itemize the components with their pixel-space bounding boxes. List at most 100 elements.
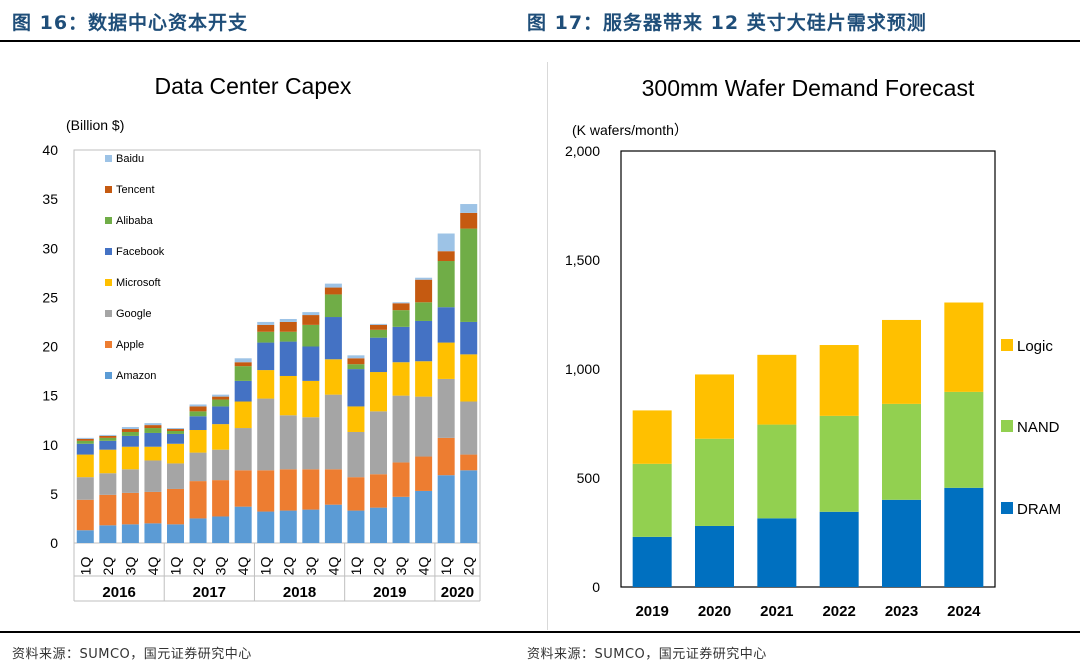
- bar-segment-alibaba: [257, 331, 275, 343]
- x-tick-label: 1Q: [348, 557, 364, 576]
- y-tick-label: 2,000: [565, 143, 600, 159]
- legend-swatch-tencent: [105, 186, 112, 193]
- bar-segment-apple: [392, 462, 410, 497]
- bar-segment-alibaba: [167, 430, 184, 434]
- y-tick-label: 500: [577, 470, 601, 486]
- bar-segment-alibaba: [279, 331, 297, 342]
- bar-segment-facebook: [234, 380, 252, 402]
- bar-segment-amazon: [302, 509, 320, 543]
- bar-segment-amazon: [370, 507, 387, 543]
- legend-swatch-apple: [105, 341, 112, 348]
- bar-segment-microsoft: [437, 342, 455, 379]
- bar-segment-google: [392, 395, 410, 463]
- bar-segment-microsoft: [257, 370, 275, 399]
- bar-segment-facebook: [415, 320, 433, 362]
- bar-segment-facebook: [392, 326, 410, 363]
- legend-swatch-microsoft: [105, 279, 112, 286]
- x-tick-label: 1Q: [168, 557, 184, 576]
- bar-segment-tencent: [392, 303, 410, 311]
- x-tick-label: 2Q: [371, 557, 387, 576]
- bar-segment-apple: [415, 456, 433, 491]
- bar-segment-dram: [632, 536, 672, 587]
- x-tick-label: 4Q: [325, 557, 341, 576]
- bar-segment-alibaba: [347, 364, 365, 370]
- bar-segment-apple: [437, 437, 455, 476]
- bar-segment-amazon: [437, 475, 455, 543]
- bar-segment-nand: [819, 415, 859, 512]
- bar-segment-tencent: [460, 212, 478, 229]
- bar-segment-tencent: [189, 406, 207, 412]
- bar-segment-facebook: [437, 307, 455, 343]
- bar-segment-microsoft: [460, 354, 478, 402]
- legend-label: Tencent: [116, 184, 155, 196]
- bar-segment-baidu: [324, 283, 342, 288]
- bar-segment-amazon: [392, 496, 410, 543]
- x-tick-label: 2022: [822, 603, 855, 620]
- bottom-rule: [0, 631, 1080, 633]
- x-tick-label: 3Q: [393, 557, 409, 576]
- bar-segment-google: [99, 473, 117, 495]
- y-tick-label: 0: [50, 535, 58, 551]
- legend-swatch-nand: [1001, 420, 1013, 432]
- y-axis-label: (Billion $): [66, 117, 124, 133]
- bar-segment-google: [279, 415, 297, 470]
- bar-segment-amazon: [415, 490, 433, 543]
- wafer-demand-forecast-chart: 300mm Wafer Demand Forecast (K wafers/mo…: [565, 75, 1061, 620]
- bar-segment-google: [144, 460, 162, 492]
- bar-segment-tencent: [121, 429, 139, 432]
- bar-segment-google: [302, 417, 320, 470]
- x-tick-label: 4Q: [145, 557, 161, 576]
- legend-label: Microsoft: [116, 277, 161, 289]
- bar-segment-facebook: [212, 406, 230, 425]
- legend-label: Amazon: [116, 370, 156, 382]
- bar-segment-amazon: [189, 518, 207, 543]
- bar-segment-google: [76, 477, 94, 500]
- bar-segment-amazon: [257, 511, 275, 543]
- bar-segment-facebook: [144, 432, 162, 447]
- bar-segment-google: [257, 398, 275, 471]
- bar-segment-facebook: [121, 435, 139, 447]
- bar-segment-nand: [695, 438, 734, 526]
- bar-segment-alibaba: [302, 324, 320, 347]
- bar-segment-microsoft: [347, 406, 365, 432]
- bar-segment-logic: [819, 345, 859, 416]
- bar-segment-tencent: [257, 324, 275, 332]
- bar-segment-alibaba: [212, 399, 230, 407]
- bar-segment-tencent: [415, 279, 433, 303]
- bar-segment-microsoft: [144, 446, 162, 461]
- y-tick-label: 10: [42, 437, 58, 453]
- bar-segment-alibaba: [324, 294, 342, 318]
- bar-segment-google: [324, 394, 342, 470]
- x-tick-label: 2019: [635, 603, 668, 620]
- legend-label: Alibaba: [116, 215, 154, 227]
- bar-segment-alibaba: [189, 411, 207, 417]
- bar-segment-apple: [144, 491, 162, 524]
- y-tick-label: 25: [42, 289, 58, 305]
- bar-segment-tencent: [302, 315, 320, 325]
- left-figure-title: 图 16：数据中心资本开支: [12, 12, 249, 34]
- chart-title: Data Center Capex: [155, 73, 352, 99]
- bar-segment-tencent: [437, 251, 455, 262]
- legend-swatch-google: [105, 310, 112, 317]
- bar-segment-baidu: [302, 312, 320, 316]
- bar-segment-apple: [167, 488, 184, 525]
- bar-segment-alibaba: [99, 437, 117, 441]
- bar-segment-facebook: [76, 443, 94, 455]
- x-tick-label: 4Q: [416, 557, 432, 576]
- bar-segment-logic: [944, 302, 984, 392]
- legend-label: NAND: [1017, 419, 1060, 436]
- bar-segment-facebook: [257, 342, 275, 371]
- x-group-label: 2016: [102, 584, 135, 601]
- legend-swatch-baidu: [105, 155, 112, 162]
- x-group-label: 2018: [283, 584, 316, 601]
- bar-segment-baidu: [234, 358, 252, 363]
- bar-segment-tencent: [234, 362, 252, 367]
- bar-segment-amazon: [99, 525, 117, 543]
- bar-segment-logic: [757, 354, 797, 425]
- bar-segment-apple: [99, 494, 117, 526]
- bar-segment-facebook: [99, 440, 117, 450]
- bar-segment-microsoft: [279, 375, 297, 416]
- bar-segment-logic: [882, 319, 921, 404]
- x-group-label: 2020: [441, 584, 474, 601]
- y-tick-label: 30: [42, 240, 58, 256]
